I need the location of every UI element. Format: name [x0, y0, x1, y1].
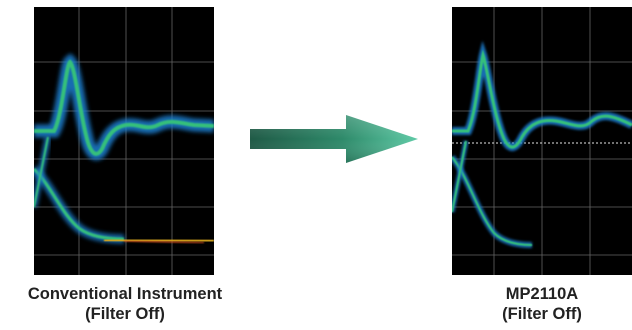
conventional-instrument-eye-diagram: [34, 7, 214, 275]
right-caption-subtitle: (Filter Off): [502, 305, 582, 323]
left-caption-subtitle: (Filter Off): [85, 305, 165, 323]
high-level-trace: [34, 53, 214, 161]
graticule: [452, 7, 632, 275]
eye-diagram-clean-screen: [452, 7, 632, 275]
high-level-trace: [452, 40, 632, 151]
right-caption: MP2110A (Filter Off): [432, 284, 632, 324]
screen-background: [34, 7, 214, 275]
low-level-trace: [34, 234, 214, 246]
eye-diagram-noisy-screen: [34, 7, 214, 275]
right-arrow-icon: [250, 115, 418, 163]
left-caption-title: Conventional Instrument: [27, 285, 223, 303]
right-caption-title: MP2110A: [505, 285, 579, 303]
left-caption: Conventional Instrument (Filter Off): [0, 284, 250, 324]
rising-edge-trace: [452, 140, 469, 213]
mp2110a-eye-diagram: [452, 7, 632, 275]
rising-edge-trace: [34, 136, 51, 208]
